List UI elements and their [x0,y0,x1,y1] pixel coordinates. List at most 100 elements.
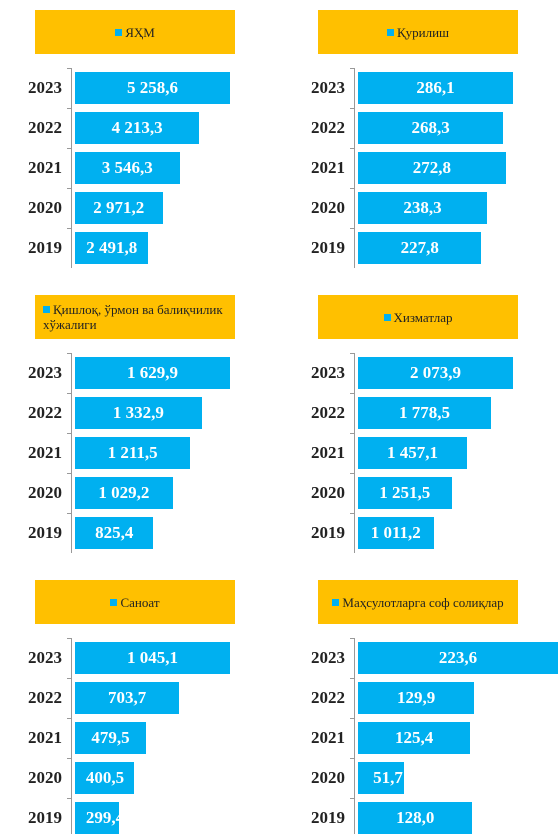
y-tick [67,758,71,759]
y-tick [350,393,354,394]
value-label: 129,9 [396,688,436,707]
y-tick [350,433,354,434]
bar [75,72,230,104]
y-tick [350,353,354,354]
y-axis [71,353,72,553]
legend-label: Қурилиш [396,24,450,40]
bar [358,192,488,224]
y-tick-label: 2022 [311,403,345,422]
legend-label: ЯҲМ [125,24,155,40]
y-tick-label: 2021 [311,158,345,177]
bar [75,682,180,714]
y-tick [67,393,71,394]
title-text: Хизматлар [383,310,452,325]
legend-swatch [110,598,118,606]
value-label: 286,1 [416,78,455,97]
y-tick-label: 2021 [28,443,62,462]
value-label: 1 011,2 [370,523,421,542]
bar [358,437,467,469]
value-label: 3 546,3 [101,158,153,177]
bar [358,397,491,429]
legend-label: Қишлоқ, ўрмон ва балиқчилик хўжалиги [43,302,223,332]
y-tick-label: 2022 [28,118,62,137]
value-label: 479,5 [91,728,130,747]
value-label: 4 213,3 [111,118,163,137]
title-text: Маҳсулотларга соф солиқлар [332,594,504,610]
y-axis [71,68,72,268]
legend-swatch [332,598,340,606]
y-tick [67,68,71,69]
value-label: 128,0 [396,808,435,827]
bar [75,642,230,674]
y-tick [67,798,71,799]
y-tick-label: 2020 [311,483,345,502]
y-tick [350,798,354,799]
y-tick [350,228,354,229]
bar [358,722,471,754]
value-label: 2 971,2 [93,198,145,217]
y-tick [67,513,71,514]
y-tick [67,108,71,109]
y-tick [350,473,354,474]
y-tick [350,68,354,69]
value-label: 703,7 [108,688,147,707]
bar [358,357,513,389]
value-label: 223,6 [438,648,478,667]
y-tick-label: 2023 [28,363,62,382]
bar [75,477,173,509]
y-tick [67,638,71,639]
y-tick [67,433,71,434]
value-label: 125,4 [394,728,434,747]
value-label: 272,8 [412,158,452,177]
legend-label: Маҳсулотларга соф солиқлар [342,594,504,610]
y-tick-label: 2021 [311,443,345,462]
y-tick [350,718,354,719]
value-label: 1 457,1 [386,443,438,462]
value-label: 1 251,5 [379,483,431,502]
bar [75,517,154,549]
bar [358,152,506,184]
value-label: 268,3 [411,118,450,137]
value-label: 2 073,9 [410,363,461,382]
y-tick-label: 2019 [311,238,345,257]
y-tick [350,638,354,639]
y-tick-label: 2023 [311,648,345,667]
bar [75,437,191,469]
value-label: 1 211,5 [107,443,158,462]
y-tick-label: 2021 [28,158,62,177]
y-tick [67,228,71,229]
y-tick-label: 2023 [28,78,62,97]
bar [358,517,434,549]
bar [358,642,558,674]
panel-title: Маҳсулотларга соф солиқлар [318,580,518,624]
panel-title: Саноат [35,580,235,624]
bar [75,232,149,264]
y-tick-label: 2021 [28,728,62,747]
bar [358,477,452,509]
value-label: 1 045,1 [127,648,178,667]
bar [75,192,163,224]
y-tick-label: 2022 [28,403,62,422]
legend-swatch [115,28,123,36]
bar [75,397,202,429]
bar [75,112,200,144]
value-label: 825,4 [95,523,134,542]
panel-title: Қурилиш [318,10,518,54]
bar [358,112,504,144]
value-label: 1 029,2 [98,483,150,502]
y-tick-label: 2020 [28,768,62,787]
bar [75,152,180,184]
legend-label: Саноат [120,594,160,610]
y-tick [67,188,71,189]
bar [75,722,147,754]
y-tick-label: 2020 [28,483,62,502]
value-label: 2 491,8 [86,238,138,257]
y-tick-label: 2021 [311,728,345,747]
bar [358,232,482,264]
y-tick [350,678,354,679]
y-tick [67,718,71,719]
y-axis [71,638,72,834]
y-tick [67,473,71,474]
panel-title: Қишлоқ, ўрмон ва балиқчилик хўжалиги [35,295,235,339]
